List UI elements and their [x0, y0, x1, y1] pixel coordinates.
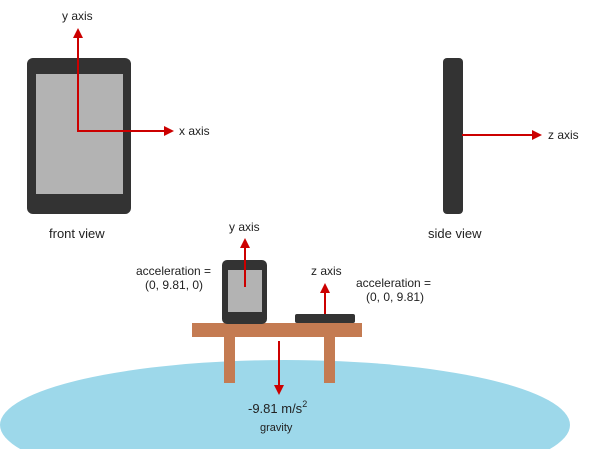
- side-z-axis-label: z axis: [548, 128, 579, 142]
- gravity-value: -9.81 m/s: [248, 401, 303, 416]
- table-z-axis-label: z axis: [311, 264, 342, 278]
- accel-right-line1: acceleration =: [356, 276, 431, 290]
- side-view-caption: side view: [428, 226, 482, 241]
- gravity-caption: gravity: [260, 422, 293, 434]
- front-y-axis-label: y axis: [62, 9, 93, 23]
- gravity-value-label: -9.81 m/s2: [248, 399, 307, 416]
- gravity-exponent: 2: [302, 399, 307, 409]
- table-y-axis-label: y axis: [229, 220, 260, 234]
- table-leg-left: [224, 337, 235, 383]
- upright-device: [222, 260, 267, 324]
- table-leg-right: [324, 337, 335, 383]
- front-x-axis-label: x axis: [179, 124, 210, 138]
- table-top: [192, 323, 362, 337]
- accel-left-line2: (0, 9.81, 0): [145, 278, 203, 292]
- front-device-screen: [36, 74, 123, 194]
- flat-device: [295, 314, 355, 323]
- accel-left-line1: acceleration =: [136, 264, 211, 278]
- front-view-caption: front view: [49, 226, 105, 241]
- table: [192, 323, 362, 383]
- earth-ground: [0, 360, 570, 449]
- side-view-device: [443, 58, 463, 214]
- accel-right-line2: (0, 0, 9.81): [366, 290, 424, 304]
- front-view-device: [27, 58, 131, 214]
